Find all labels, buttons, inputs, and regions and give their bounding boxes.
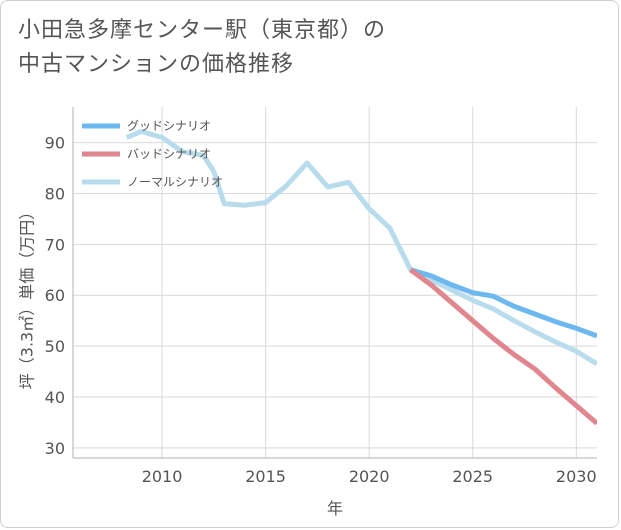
y-tick-label-60: 60 <box>45 286 65 305</box>
x-tick-label-2015: 2015 <box>245 467 286 486</box>
y-tick-label-70: 70 <box>45 235 65 254</box>
x-tick-label-2020: 2020 <box>349 467 390 486</box>
chart-title-line1: 小田急多摩センター駅（東京都）の <box>18 18 387 43</box>
x-tick-label-2030: 2030 <box>556 467 597 486</box>
tick-labels: 30 40 50 60 70 80 90 2010 2015 2020 2025 2030 <box>45 134 597 486</box>
series-lines <box>125 128 597 426</box>
grid-lines <box>73 107 597 458</box>
y-tick-label-80: 80 <box>45 184 65 203</box>
y-tick-label-90: 90 <box>45 134 65 153</box>
legend-label-0: グッドシナリオ <box>127 119 211 133</box>
y-axis-label: 坪（3.3㎡）単価（万円） <box>18 204 37 389</box>
x-tick-label-2010: 2010 <box>142 467 183 486</box>
series-line-0 <box>409 267 597 339</box>
axes <box>72 107 597 459</box>
legend-label-1: バッドシナリオ <box>127 147 211 161</box>
chart-title-line2: 中古マンションの価格推移 <box>18 52 295 77</box>
x-axis-label: 年 <box>327 499 343 518</box>
series-line-1 <box>409 267 597 426</box>
series-line-2 <box>125 128 597 367</box>
y-tick-label-50: 50 <box>45 337 65 356</box>
chart-title: 小田急多摩センター駅（東京都）の 中古マンションの価格推移 <box>18 14 578 82</box>
y-tick-label-30: 30 <box>45 439 65 458</box>
x-tick-label-2025: 2025 <box>452 467 493 486</box>
y-tick-label-40: 40 <box>45 388 65 407</box>
legend-label-2: ノーマルシナリオ <box>127 175 223 189</box>
